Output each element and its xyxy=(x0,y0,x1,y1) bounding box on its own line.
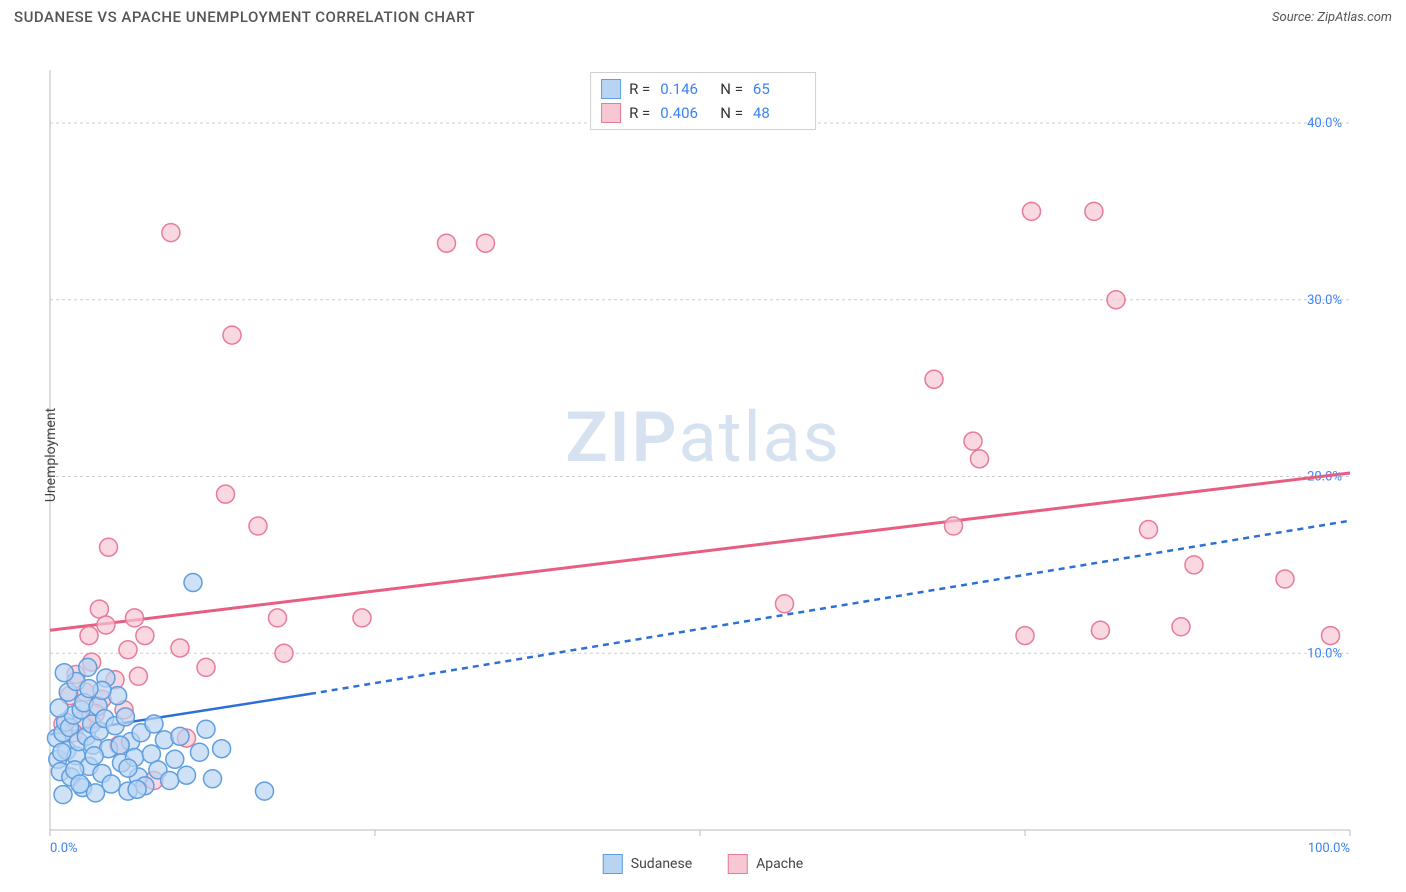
stats-row-sudanese: R = 0.146 N = 65 xyxy=(601,77,805,101)
swatch-sudanese xyxy=(601,79,621,99)
swatch-apache xyxy=(728,854,748,874)
source-label: Source: ZipAtlas.com xyxy=(1272,10,1392,25)
svg-text:100.0%: 100.0% xyxy=(1308,841,1350,856)
legend-label-apache: Apache xyxy=(756,856,803,872)
chart-svg: 10.0%20.0%30.0%40.0%0.0%100.0% xyxy=(0,30,1406,880)
svg-text:0.0%: 0.0% xyxy=(50,841,78,856)
legend-label-sudanese: Sudanese xyxy=(631,856,692,872)
series-legend: Sudanese Apache xyxy=(603,854,803,874)
n-value-apache: 48 xyxy=(753,104,805,122)
legend-item-sudanese: Sudanese xyxy=(603,854,692,874)
chart-title: SUDANESE VS APACHE UNEMPLOYMENT CORRELAT… xyxy=(14,8,475,26)
swatch-sudanese xyxy=(603,854,623,874)
swatch-apache xyxy=(601,103,621,123)
n-label: N = xyxy=(720,104,743,122)
chart-container: Unemployment ZIPatlas 10.0%20.0%30.0%40.… xyxy=(0,30,1406,880)
y-axis-label: Unemployment xyxy=(43,408,59,502)
svg-text:10.0%: 10.0% xyxy=(1307,646,1342,661)
r-label: R = xyxy=(629,80,650,98)
r-label: R = xyxy=(629,104,650,122)
stats-row-apache: R = 0.406 N = 48 xyxy=(601,101,805,125)
stats-legend: R = 0.146 N = 65 R = 0.406 N = 48 xyxy=(590,72,816,130)
svg-text:40.0%: 40.0% xyxy=(1307,116,1342,131)
r-value-sudanese: 0.146 xyxy=(660,80,712,98)
legend-item-apache: Apache xyxy=(728,854,803,874)
n-label: N = xyxy=(720,80,743,98)
svg-text:30.0%: 30.0% xyxy=(1307,293,1342,308)
n-value-sudanese: 65 xyxy=(753,80,805,98)
r-value-apache: 0.406 xyxy=(660,104,712,122)
